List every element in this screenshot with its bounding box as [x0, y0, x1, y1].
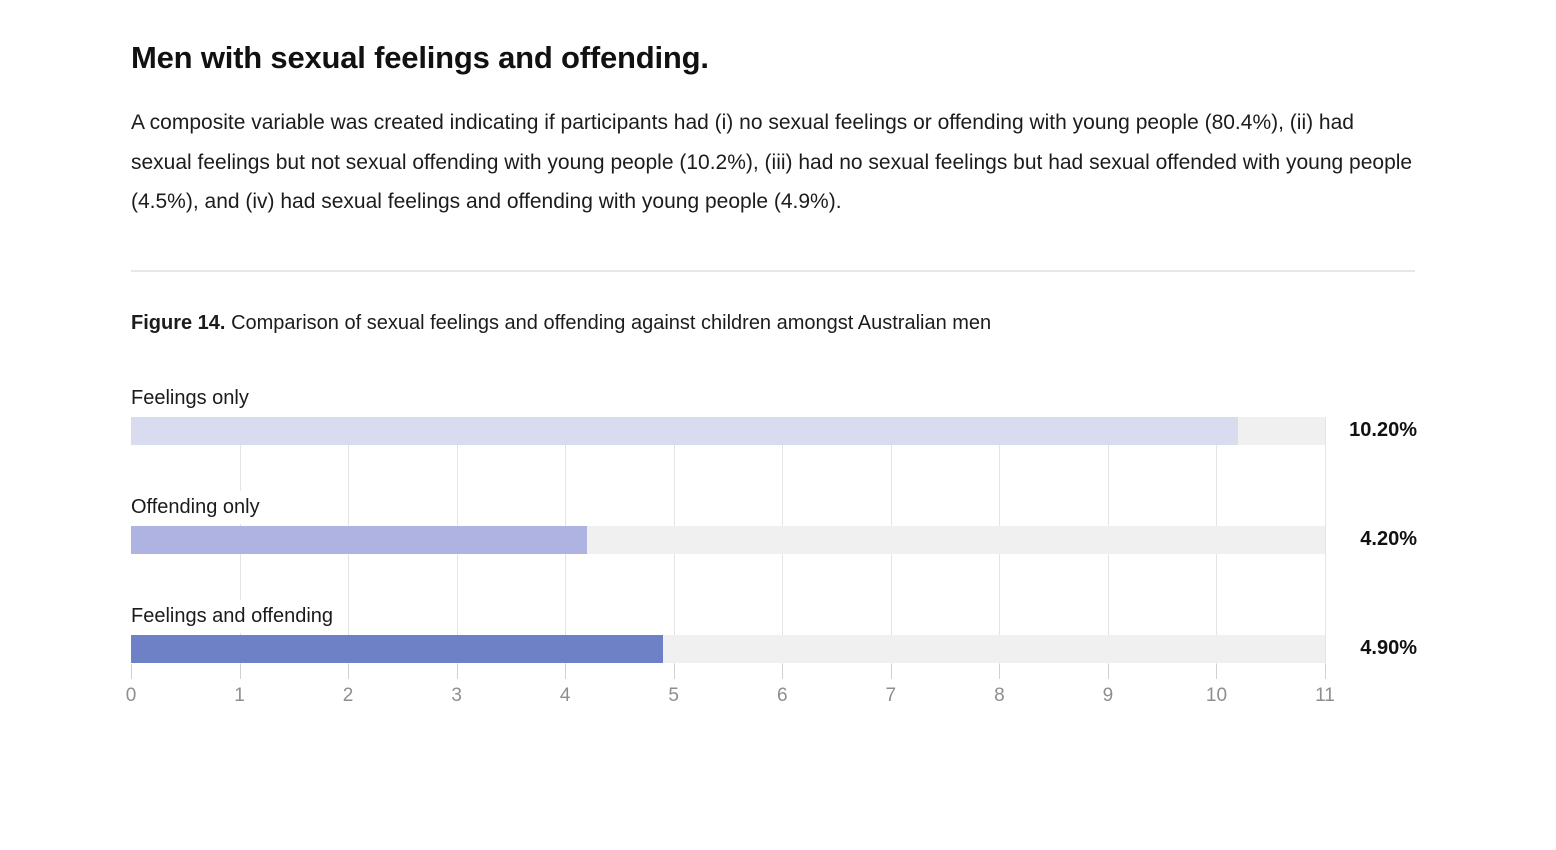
row-label-band: Feelings only [131, 381, 1325, 417]
category-label: Feelings and offending [131, 599, 342, 633]
tick-mark [348, 663, 350, 679]
tick-label: 4 [559, 684, 571, 706]
tick-label: 8 [994, 684, 1005, 706]
gridline [1325, 416, 1326, 664]
figure-caption-text: Comparison of sexual feelings and offend… [231, 311, 992, 334]
bar-fill [131, 416, 1239, 445]
tick-label: 3 [451, 684, 462, 706]
page-title: Men with sexual feelings and offending. [131, 40, 709, 75]
category-label: Feelings only [131, 381, 257, 415]
chart-row: Feelings only 10.20% [131, 381, 1417, 445]
body-paragraph: A composite variable was created indicat… [131, 111, 1413, 213]
row-label-band: Feelings and offending [131, 599, 1325, 635]
section-divider [131, 269, 1415, 272]
chart-row: Feelings and offending 4.90% [131, 599, 1417, 663]
tick-label: 7 [885, 684, 897, 706]
tick-mark [456, 663, 458, 679]
tick-label: 5 [668, 684, 680, 706]
tick-label: 11 [1315, 684, 1335, 706]
figure-number-label: Figure 14. [131, 311, 226, 334]
value-label: 10.20% [1349, 419, 1417, 441]
bar-fill [131, 525, 587, 554]
tick-label: 1 [234, 684, 245, 706]
value-label: 4.90% [1360, 637, 1417, 659]
tick-label: 9 [1102, 684, 1114, 706]
bar-fill [131, 634, 663, 663]
chart-row: Offending only 4.20% [131, 490, 1417, 554]
tick-label: 10 [1205, 684, 1228, 706]
tick-mark [999, 663, 1001, 679]
tick-label: 0 [125, 684, 137, 706]
tick-mark [890, 663, 892, 679]
x-axis [131, 663, 1326, 679]
page-content: Men with sexual feelings and offending. … [126, 0, 1417, 709]
chart-rows: Feelings only 10.20% Offending only 4.20% Fe… [131, 381, 1417, 663]
tick-mark [1216, 663, 1218, 679]
figure-caption: Figure 14. Comparison of sexual feelings … [131, 312, 1415, 335]
category-label: Offending only [131, 490, 268, 524]
value-label: 4.20% [1360, 528, 1417, 550]
tick-mark [782, 663, 784, 679]
tick-mark [565, 663, 567, 679]
tick-mark [131, 663, 132, 679]
tick-label: 6 [776, 684, 788, 706]
bar-track [131, 634, 1325, 663]
tick-mark [1325, 663, 1326, 679]
x-axis-labels: 0 1 2 3 4 5 6 7 8 9 10 11 [126, 679, 1335, 709]
tick-label: 2 [342, 684, 354, 706]
tick-mark [1107, 663, 1109, 679]
bar-track [131, 525, 1325, 554]
tick-mark [239, 663, 241, 679]
bar-track [131, 416, 1325, 445]
tick-mark [673, 663, 675, 679]
row-label-band: Offending only [131, 490, 1325, 526]
bar-chart: Feelings only 10.20% Offending only 4.20% Fe… [126, 381, 1417, 709]
